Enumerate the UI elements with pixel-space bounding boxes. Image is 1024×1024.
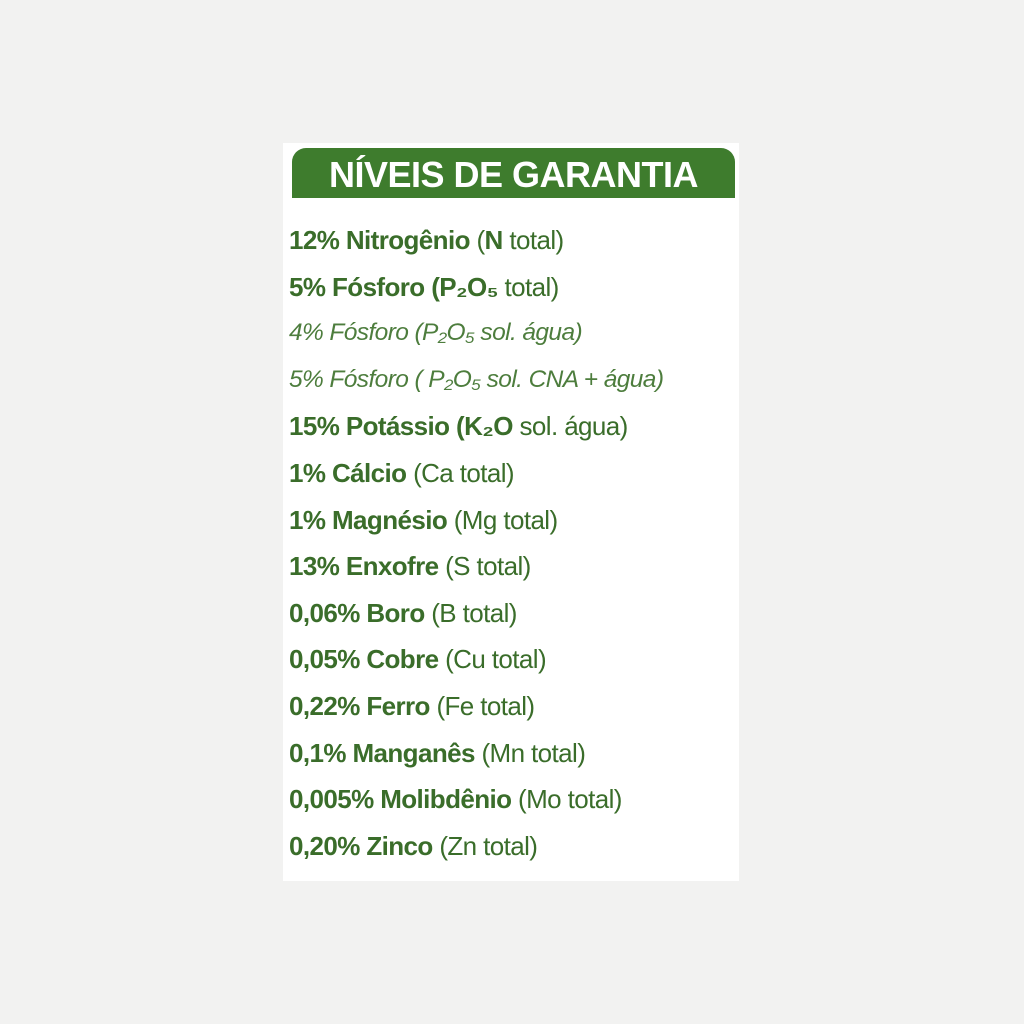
- nutrient-label: 0,06% Boro: [289, 597, 432, 628]
- nutrient-detail: (Ca total): [413, 457, 515, 488]
- nutrient-row: 5% Fósforo (P₂O₅ total): [289, 266, 739, 313]
- nutrient-label: 0,20% Zinco: [289, 830, 440, 861]
- nutrient-label: 1% Magnésio: [289, 504, 454, 535]
- nutrient-label: 12% Nitrogênio: [289, 225, 477, 255]
- nutrient-row: 0,1% Manganês (Mn total): [289, 732, 739, 779]
- nutrient-row: 5% Fósforo ( P₂O₅ sol. CNA + água): [289, 359, 739, 406]
- nutrient-row: 1% Cálcio (Ca total): [289, 452, 739, 499]
- nutrient-detail: (Mo total): [518, 784, 622, 815]
- nutrient-detail: 4% Fósforo (P₂O₅ sol. água): [289, 319, 583, 347]
- nutrient-row: 12% Nitrogênio (N total): [289, 219, 739, 266]
- panel-title: NÍVEIS DE GARANTIA: [292, 148, 735, 198]
- nutrient-label: 1% Cálcio: [289, 457, 414, 488]
- nutrient-row: 1% Magnésio (Mg total): [289, 499, 739, 546]
- nutrient-row: 0,06% Boro (B total): [289, 592, 739, 639]
- nutrient-detail: total): [497, 271, 560, 302]
- nutrient-label: 0,005% Molibdênio: [289, 784, 519, 815]
- nutrient-detail: 5% Fósforo ( P₂O₅ sol. CNA + água): [289, 365, 664, 393]
- nutrient-detail: sol. água): [512, 411, 629, 442]
- nutrient-row: 0,05% Cobre (Cu total): [289, 638, 739, 685]
- nutrient-row: 4% Fósforo (P₂O₅ sol. água): [289, 312, 739, 359]
- nutrient-detail: (Fe total): [436, 690, 535, 721]
- nutrient-detail: (Zn total): [439, 830, 538, 861]
- nutrient-label: K₂O: [464, 411, 513, 442]
- nutrient-label: 0,22% Ferro: [289, 690, 437, 721]
- nutrient-detail: total): [502, 225, 564, 255]
- nutrient-row: 0,005% Molibdênio (Mo total): [289, 778, 739, 825]
- nutrient-detail: (S total): [445, 551, 531, 582]
- nutrient-row: 15% Potássio (K₂O sol. água): [289, 405, 739, 452]
- nutrient-detail: (Cu total): [445, 644, 547, 675]
- nutrient-label: P₂O₅: [439, 271, 498, 302]
- nutrient-detail: (B total): [431, 597, 517, 628]
- nutrient-row: 0,20% Zinco (Zn total): [289, 825, 739, 872]
- nutrient-label: N: [484, 225, 504, 255]
- nutrient-label: 0,05% Cobre: [289, 644, 446, 675]
- nutrient-detail: (Mn total): [481, 737, 586, 768]
- guarantee-levels-panel: NÍVEIS DE GARANTIA 12% Nitrogênio (N tot…: [283, 143, 739, 881]
- nutrient-label: 0,1% Manganês: [289, 737, 482, 768]
- nutrient-row: 0,22% Ferro (Fe total): [289, 685, 739, 732]
- nutrient-row: 13% Enxofre (S total): [289, 545, 739, 592]
- nutrient-label: 5% Fósforo (: [289, 271, 440, 302]
- nutrient-detail: (: [476, 225, 485, 255]
- nutrient-list: 12% Nitrogênio (N total) 5% Fósforo (P₂O₅…: [289, 219, 739, 871]
- nutrient-label: 15% Potássio (: [289, 411, 465, 442]
- nutrient-label: 13% Enxofre: [289, 551, 446, 582]
- nutrient-detail: (Mg total): [453, 504, 558, 535]
